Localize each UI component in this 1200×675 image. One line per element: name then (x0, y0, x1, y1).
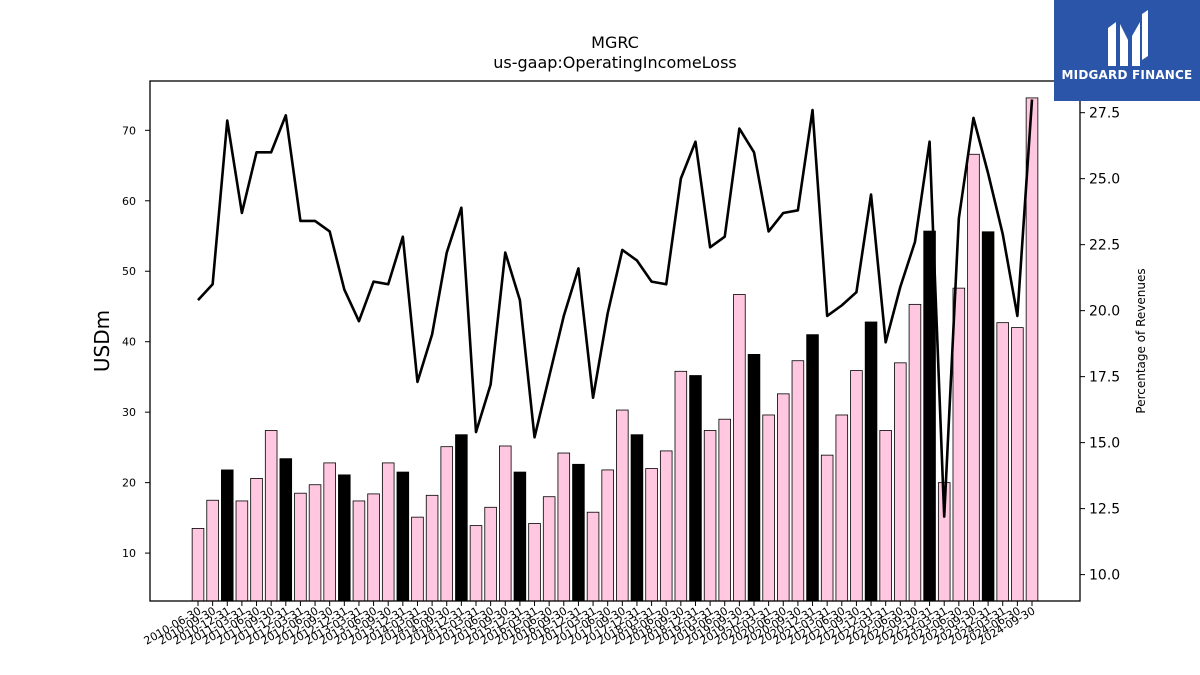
bar (308, 484, 322, 602)
bar (221, 469, 234, 602)
bar (484, 506, 497, 602)
bar (689, 375, 702, 602)
y2-axis-label: Percentage of Revenues (1134, 268, 1148, 413)
bar (367, 493, 380, 602)
bar (981, 231, 995, 602)
bar (777, 393, 790, 602)
y-tick-label: 40 (122, 336, 136, 349)
bar (1011, 327, 1024, 602)
bar (499, 445, 512, 602)
bar (791, 360, 805, 602)
bar (674, 370, 688, 602)
bar (879, 430, 892, 602)
bar (396, 471, 410, 602)
bar (338, 474, 351, 602)
y-axis-label: USDm (90, 310, 114, 372)
bar (352, 500, 366, 602)
bar (191, 528, 205, 602)
bar (820, 454, 834, 602)
midgard-logo-mark-icon (1108, 10, 1148, 66)
bar (425, 494, 439, 602)
bar (850, 370, 863, 602)
plot-frame (149, 80, 1081, 602)
bar (601, 469, 614, 602)
bar (469, 525, 483, 602)
y2-tick-label: 27.5 (1089, 106, 1120, 122)
bar (411, 516, 424, 602)
bar (542, 496, 556, 602)
y-tick-label: 70 (122, 124, 136, 137)
y2-tick-label: 10.0 (1089, 568, 1120, 584)
y2-tick-label: 20.0 (1089, 304, 1120, 320)
chart-subtitle: us-gaap:OperatingIncomeLoss (493, 53, 737, 72)
y-tick-label: 50 (122, 265, 136, 278)
bar (659, 450, 673, 602)
bar (557, 452, 571, 602)
bar (294, 492, 307, 602)
y2-tick-label: 15.0 (1089, 436, 1120, 452)
bar (864, 321, 878, 602)
bar (835, 414, 849, 602)
percentage-line (197, 99, 1034, 518)
y2-tick-label: 12.5 (1089, 502, 1120, 518)
bar (572, 463, 585, 602)
y2-tick-label: 25.0 (1089, 172, 1120, 188)
bar (206, 499, 219, 602)
bar (733, 294, 746, 602)
y2-tick-label: 17.5 (1089, 370, 1120, 386)
bar (250, 477, 263, 602)
bar (264, 430, 278, 602)
y-tick-label: 60 (122, 195, 136, 208)
logo-text: MIDGARD FINANCE (1061, 68, 1193, 82)
bar (645, 468, 658, 602)
bar (996, 322, 1009, 602)
bar (703, 430, 717, 602)
bar (894, 362, 907, 602)
bar (440, 446, 453, 602)
y2-tick-label: 22.5 (1089, 238, 1120, 254)
bar (528, 523, 541, 602)
y-tick-label: 30 (122, 406, 136, 419)
y-tick-label: 10 (122, 547, 136, 560)
bar (323, 462, 336, 602)
bar (513, 471, 527, 602)
bar (718, 418, 731, 602)
bar (455, 434, 468, 602)
bar (381, 462, 395, 602)
y-tick-label: 20 (122, 477, 136, 490)
bar (586, 511, 600, 602)
bar (967, 153, 980, 602)
bar (630, 434, 644, 602)
bar (762, 414, 775, 602)
bar (923, 230, 936, 602)
midgard-finance-logo: MIDGARD FINANCE (1054, 0, 1200, 101)
bar (235, 500, 249, 602)
bar (616, 409, 629, 602)
chart-title: MGRC (591, 33, 639, 52)
bar (908, 303, 922, 602)
bar (747, 353, 761, 602)
bar (279, 458, 293, 602)
bar (952, 287, 966, 602)
bar (806, 334, 819, 602)
